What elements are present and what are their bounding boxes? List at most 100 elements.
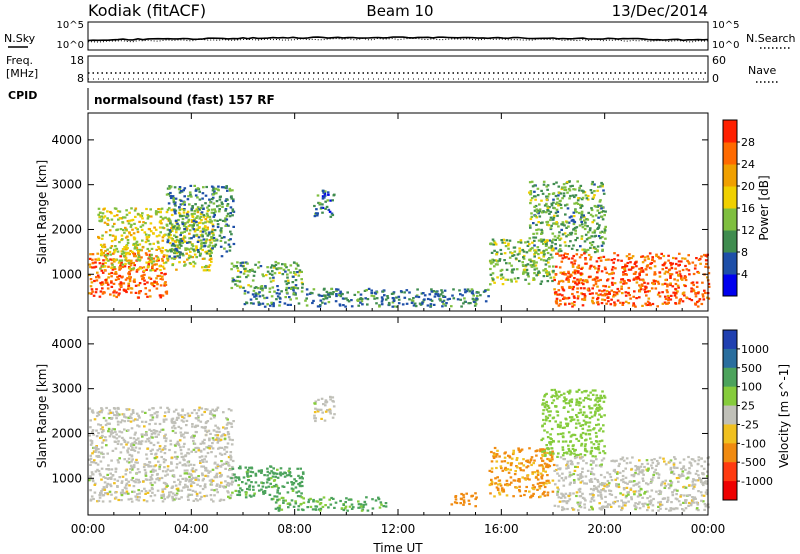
power-cell [593, 183, 596, 186]
power-cell [573, 304, 576, 307]
power-cell [545, 242, 548, 246]
velocity-cell [286, 502, 290, 505]
velocity-cell [276, 498, 279, 501]
power-cell [519, 239, 523, 242]
power-cell [113, 238, 117, 241]
velocity-cell [684, 507, 688, 510]
velocity-cell [250, 466, 253, 469]
power-cell [535, 208, 538, 211]
velocity-cell [110, 459, 113, 462]
power-cell [564, 244, 568, 247]
velocity-cell [157, 460, 160, 463]
power-cell [275, 292, 279, 295]
power-cell [232, 198, 235, 201]
velocity-cell [229, 456, 233, 459]
power-cell [529, 202, 532, 205]
power-cell [130, 259, 133, 262]
velocity-cell [91, 452, 94, 455]
power-cell [546, 251, 550, 255]
power-cell [133, 278, 136, 281]
power-cell [194, 189, 198, 192]
velocity-cell [634, 502, 637, 505]
velocity-cell [495, 486, 499, 489]
power-cell [573, 188, 577, 191]
power-cell [99, 211, 102, 214]
velocity-cell [512, 495, 515, 498]
power-cell [190, 224, 194, 227]
power-cell [199, 215, 202, 218]
velocity-cell [212, 414, 216, 417]
velocity-cell [90, 442, 94, 445]
velocity-cell [216, 406, 220, 409]
power-cell [684, 278, 688, 282]
velocity-cell [127, 492, 130, 495]
power-cell [555, 297, 559, 300]
velocity-cell [522, 464, 526, 467]
power-cell [583, 252, 586, 255]
power-cell [108, 229, 112, 232]
date-title: 13/Dec/2014 [612, 2, 708, 20]
power-cell [150, 262, 154, 265]
velocity-cell [506, 461, 510, 465]
velocity-cell [587, 397, 590, 400]
power-cell [143, 273, 146, 276]
power-cell [315, 208, 318, 211]
power-cell [188, 229, 192, 232]
power-cell [280, 290, 283, 293]
power-cell [212, 233, 215, 236]
velocity-cell [150, 473, 154, 477]
power-cell [593, 229, 597, 232]
power-cell [696, 305, 700, 308]
velocity-cell [214, 438, 218, 441]
velocity-cell [544, 470, 547, 473]
power-cell [540, 228, 543, 231]
power-cell [172, 201, 176, 204]
velocity-cell [663, 486, 667, 489]
power-cell [566, 191, 569, 194]
power-cell [459, 293, 462, 296]
power-cell [326, 199, 330, 202]
power-cell [102, 208, 105, 211]
power-cell [581, 279, 585, 282]
velocity-cell [177, 412, 180, 415]
power-colorbar-tick-label: 20 [741, 180, 755, 193]
velocity-cell [571, 408, 574, 411]
velocity-cell [463, 501, 466, 504]
velocity-cell [528, 490, 531, 493]
velocity-cell [490, 483, 493, 486]
power-cell [134, 226, 138, 230]
power-cell [209, 218, 212, 221]
power-colorbar-swatch [723, 252, 737, 275]
velocity-cell [140, 433, 144, 436]
power-cell [115, 272, 118, 275]
power-cell [169, 195, 173, 198]
power-cell [210, 230, 214, 233]
velocity-cell [99, 491, 102, 494]
power-cell [591, 296, 595, 299]
power-cell [507, 244, 510, 247]
power-cell [196, 206, 200, 209]
power-cell [646, 303, 650, 306]
power-cell [655, 254, 658, 258]
power-cell [215, 200, 219, 203]
velocity-cell [697, 490, 700, 493]
power-cell [169, 219, 172, 222]
power-cell [161, 265, 165, 268]
power-cell [555, 208, 559, 211]
velocity-cell [163, 487, 167, 490]
velocity-cell [130, 455, 134, 458]
power-cell [646, 300, 650, 303]
power-cell [169, 234, 172, 237]
power-cell [500, 277, 503, 280]
power-cell [335, 294, 338, 298]
velocity-cell [577, 439, 581, 442]
velocity-cell [224, 480, 227, 483]
power-cell [337, 294, 341, 297]
velocity-cell [158, 477, 161, 480]
power-cell [678, 273, 682, 276]
power-cell [554, 300, 558, 303]
velocity-cell [294, 486, 298, 489]
power-cell [549, 276, 553, 279]
velocity-cell [557, 488, 560, 491]
power-cell [548, 206, 551, 209]
